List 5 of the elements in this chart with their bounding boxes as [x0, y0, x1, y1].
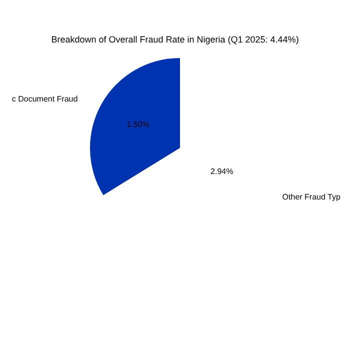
data-label: 1.50%: [126, 120, 150, 130]
data-label: 2.94%: [210, 166, 234, 176]
chart-title: Breakdown of Overall Fraud Rate in Nigeria (Q1 2025: 4.44%): [51, 34, 299, 44]
slice-label: Other Fraud Typ: [282, 192, 341, 202]
slice-label: c Document Fraud: [12, 94, 78, 104]
